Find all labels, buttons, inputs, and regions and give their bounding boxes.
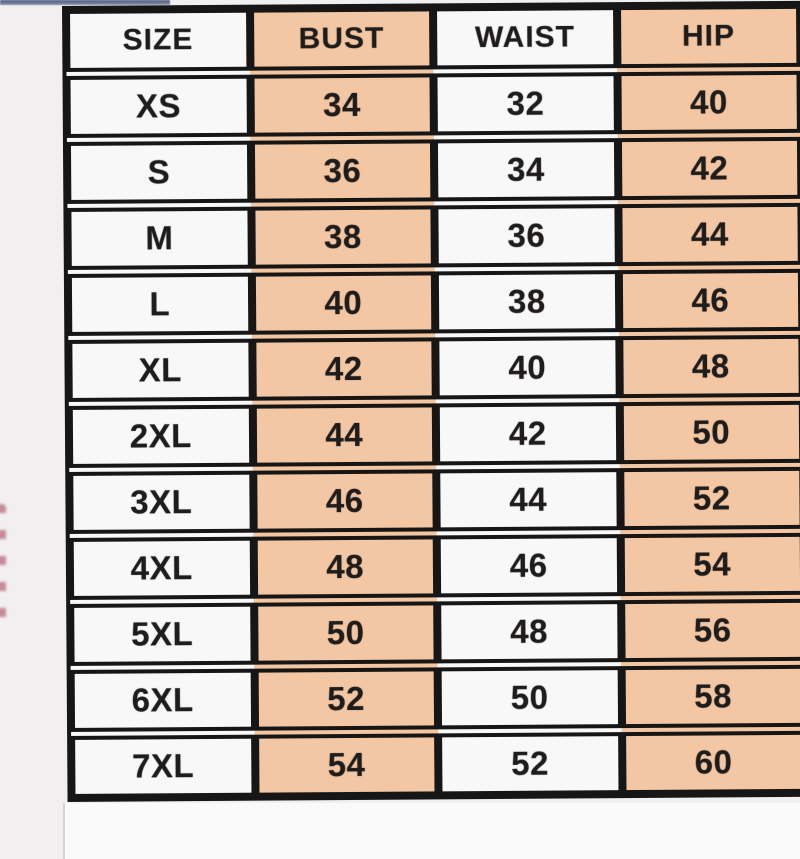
size-cell: 3XL [69,470,254,534]
size-cell: 5XL [70,602,255,666]
column-header-bust: BUST [249,7,434,71]
hip-cell: 44 [617,202,800,267]
waist-cell: 48 [437,600,622,664]
size-cell: 4XL [69,536,254,600]
size-cell: XS [66,74,251,138]
top-left-ui-strip [0,0,170,5]
column-header-hip: HIP [616,4,800,69]
hip-cell: 48 [618,334,800,399]
column-header-size: SIZE [66,8,250,72]
hip-cell: 42 [617,136,800,201]
table-header-row: SIZE BUST WAIST HIP [66,4,800,72]
area-below-table [63,803,800,859]
bust-cell: 36 [250,139,435,203]
table-row: 5XL 50 48 56 [70,598,800,666]
waist-cell: 44 [436,468,621,532]
hip-cell: 52 [619,466,800,531]
bust-cell: 52 [254,667,439,731]
table-row: 2XL 44 42 50 [68,400,800,468]
table-row: 4XL 48 46 54 [69,532,800,600]
bust-cell: 38 [250,205,435,269]
bust-cell: 46 [252,469,437,533]
table-row: M 38 36 44 [67,202,800,270]
size-cell: S [66,140,251,204]
hip-cell: 58 [621,664,800,729]
bust-cell: 34 [249,73,434,137]
left-edge-watermark-marks [0,504,6,628]
column-header-waist: WAIST [433,6,617,70]
size-cell: 6XL [70,668,255,732]
table-row: 7XL 54 52 60 [71,730,800,798]
bust-cell: 48 [253,535,438,599]
bust-cell: 42 [251,337,436,401]
waist-cell: 40 [435,336,620,400]
waist-cell: 42 [435,402,620,466]
table-row: L 40 38 46 [67,268,800,336]
waist-cell: 38 [434,270,619,334]
waist-cell: 50 [437,666,622,730]
table-row: 6XL 52 50 58 [70,664,800,732]
bust-cell: 54 [254,733,439,797]
waist-cell: 32 [433,72,618,136]
size-cell: 2XL [68,404,253,468]
waist-cell: 34 [433,138,618,202]
waist-cell: 36 [434,204,619,268]
hip-cell: 50 [619,400,800,465]
bust-cell: 40 [251,271,436,335]
waist-cell: 52 [438,732,623,796]
size-cell: XL [68,338,253,402]
table-row: 3XL 46 44 52 [69,466,800,534]
size-cell: 7XL [71,734,256,798]
table-row: S 36 34 42 [66,136,800,204]
hip-cell: 60 [621,730,800,795]
hip-cell: 56 [620,598,800,663]
bust-cell: 50 [253,601,438,665]
size-cell: L [67,272,252,336]
size-cell: M [67,206,252,270]
waist-cell: 46 [436,534,621,598]
hip-cell: 46 [618,268,800,333]
hip-cell: 54 [620,532,800,597]
table-row: XL 42 40 48 [68,334,800,402]
bust-cell: 44 [252,403,437,467]
hip-cell: 40 [616,70,800,135]
table-row: XS 34 32 40 [66,70,800,138]
size-chart-table: SIZE BUST WAIST HIP XS 34 32 40 S 36 34 … [62,0,800,802]
